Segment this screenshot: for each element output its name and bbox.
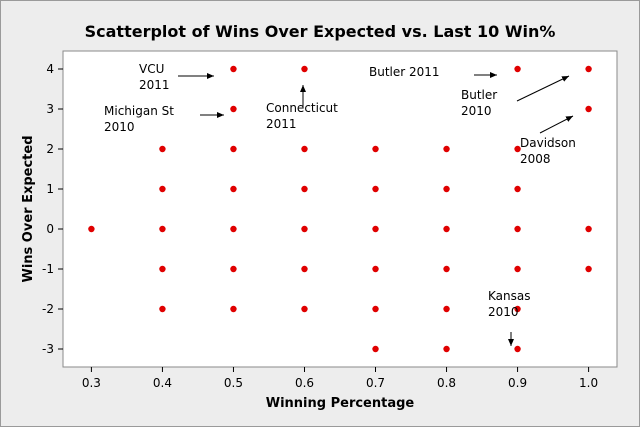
y-tick-label: 3	[46, 102, 54, 116]
annotation-label: 2010	[488, 305, 519, 319]
annotation-label: Kansas	[488, 289, 530, 303]
data-point	[230, 145, 237, 153]
annotation-label: 2010	[104, 120, 135, 134]
annotation-label: Davidson	[520, 136, 576, 150]
data-point	[230, 65, 237, 73]
data-point	[88, 225, 95, 233]
annotation-label: Butler	[461, 88, 497, 102]
data-point	[230, 305, 237, 313]
data-point	[301, 145, 308, 153]
y-tick-label: -1	[42, 262, 54, 276]
y-tick-label: 0	[46, 222, 54, 236]
x-tick-label: 1.0	[579, 376, 598, 390]
data-point	[230, 105, 237, 113]
x-tick-label: 0.6	[295, 376, 314, 390]
data-point	[301, 225, 308, 233]
x-axis-label: Winning Percentage	[266, 396, 415, 411]
data-point	[372, 185, 379, 193]
data-point	[585, 65, 592, 73]
chart-title: Scatterplot of Wins Over Expected vs. La…	[85, 22, 556, 41]
annotation-label: 2008	[520, 152, 551, 166]
data-points	[88, 65, 592, 353]
data-point	[514, 225, 521, 233]
x-tick-label: 0.5	[224, 376, 243, 390]
annotation-kansas: Kansas 2010	[488, 289, 530, 346]
data-point	[514, 345, 521, 353]
data-point	[230, 225, 237, 233]
annotation-michigan-st: Michigan St 2010	[104, 104, 224, 134]
annotation-label: VCU	[139, 62, 164, 76]
y-axis: 4 3 2 1 0 -1 -2 -3	[42, 62, 63, 356]
data-point	[372, 265, 379, 273]
data-point	[159, 305, 166, 313]
data-point	[230, 185, 237, 193]
annotation-label: 2010	[461, 104, 492, 118]
data-point	[514, 185, 521, 193]
data-point	[372, 345, 379, 353]
data-point	[443, 345, 450, 353]
y-tick-label: 4	[46, 62, 54, 76]
data-point	[372, 225, 379, 233]
y-tick-label: 1	[46, 182, 54, 196]
annotation-label: Connecticut	[266, 101, 338, 115]
data-point	[585, 265, 592, 273]
plot-area	[62, 50, 618, 368]
x-tick-label: 0.4	[153, 376, 172, 390]
data-point	[585, 225, 592, 233]
annotation-butler-2010: Butler 2010	[461, 75, 570, 118]
annotation-arrow	[516, 75, 570, 102]
data-point	[443, 145, 450, 153]
annotations: VCU 2011 Michigan St 2010 Connecticut 2011 But…	[104, 62, 576, 346]
annotation-label: Michigan St	[104, 104, 174, 118]
data-point	[514, 65, 521, 73]
data-point	[301, 185, 308, 193]
y-tick-label: -3	[42, 342, 54, 356]
data-point	[159, 265, 166, 273]
y-tick-label: 2	[46, 142, 54, 156]
data-point	[443, 225, 450, 233]
data-point	[443, 265, 450, 273]
annotation-label: 2011	[266, 117, 297, 131]
x-tick-label: 0.7	[366, 376, 385, 390]
annotation-label: Butler 2011	[369, 65, 440, 79]
data-point	[514, 265, 521, 273]
data-point	[301, 65, 308, 73]
x-tick-label: 0.8	[437, 376, 456, 390]
annotation-label: 2011	[139, 78, 170, 92]
annotation-vcu: VCU 2011	[139, 62, 214, 92]
annotation-davidson: Davidson 2008	[520, 115, 576, 166]
data-point	[301, 265, 308, 273]
x-axis: 0.3 0.4 0.5 0.6 0.7 0.8 0.9 1.0	[82, 367, 598, 390]
data-point	[372, 305, 379, 313]
annotation-arrow	[539, 115, 574, 134]
annotation-connecticut: Connecticut 2011	[266, 85, 338, 131]
data-point	[159, 145, 166, 153]
data-point	[514, 305, 521, 313]
x-tick-label: 0.9	[508, 376, 527, 390]
y-axis-label: Wins Over Expected	[21, 135, 36, 282]
data-point	[443, 185, 450, 193]
x-tick-label: 0.3	[82, 376, 101, 390]
data-point	[372, 145, 379, 153]
data-point	[230, 265, 237, 273]
data-point	[585, 105, 592, 113]
data-point	[443, 305, 450, 313]
data-point	[159, 185, 166, 193]
y-tick-label: -2	[42, 302, 54, 316]
annotation-butler-2011: Butler 2011	[369, 65, 497, 79]
data-point	[514, 145, 521, 153]
data-point	[159, 225, 166, 233]
data-point	[301, 305, 308, 313]
